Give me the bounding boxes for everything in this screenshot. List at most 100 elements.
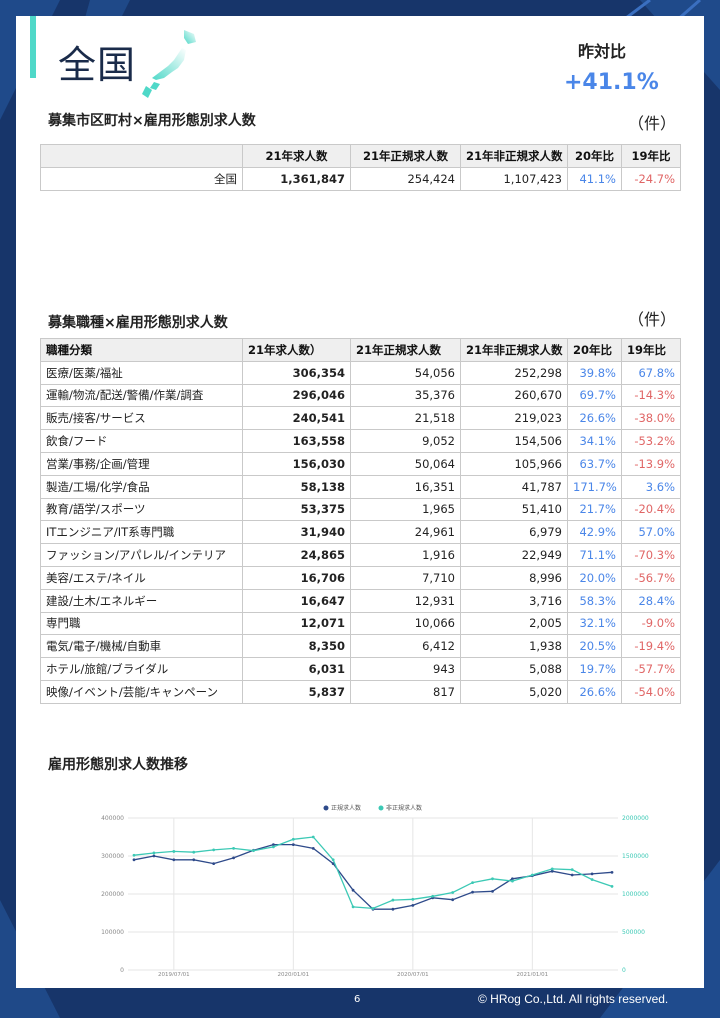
vs20-ratio: 39.8% <box>567 360 622 385</box>
y-left-tick-label: 0 <box>120 967 124 974</box>
regular-count: 943 <box>350 657 461 681</box>
table-row: 電気/電子/機械/自動車 8,350 6,412 1,938 20.5% -19.4% <box>40 634 681 659</box>
regular-count: 7,710 <box>350 565 461 590</box>
y-right-tick-label: 500000 <box>622 929 645 936</box>
region-name: 全国 <box>40 166 243 191</box>
vs20-ratio: 19.7% <box>567 657 622 681</box>
vs19-ratio: -53.2% <box>621 429 681 453</box>
data-point <box>291 837 295 841</box>
y-right-tick-label: 1500000 <box>622 853 649 860</box>
data-point <box>411 904 415 907</box>
nonregular-count: 5,020 <box>460 679 568 704</box>
yoy-label: 昨対比 <box>578 42 627 61</box>
vs19-ratio: -20.4% <box>621 497 681 522</box>
vs19-ratio: 3.6% <box>621 474 681 499</box>
data-point <box>491 877 494 881</box>
total-count: 240,541 <box>242 406 351 431</box>
data-point <box>550 869 554 873</box>
total-count: 53,375 <box>242 497 351 522</box>
vs19-ratio: 67.8% <box>621 360 681 385</box>
data-point <box>590 878 594 881</box>
x-tick-label: 2020/01/01 <box>277 972 309 976</box>
total-count: 296,046 <box>242 383 351 408</box>
total-count: 16,647 <box>242 588 351 613</box>
regular-count: 1,916 <box>350 543 461 567</box>
header-cell: 20年比 <box>567 338 622 362</box>
occupation-name: 販売/接客/サービス <box>40 406 243 431</box>
data-point <box>172 850 176 853</box>
occupation-name: ホテル/旅館/ブライダル <box>40 657 243 681</box>
table-row: 飲食/フード 163,558 9,052 154,506 34.1% -53.2% <box>40 429 681 453</box>
nonregular-count: 219,023 <box>460 406 568 431</box>
data-point <box>511 879 514 883</box>
data-point <box>411 897 415 901</box>
data-point <box>590 872 594 876</box>
regular-count: 1,965 <box>350 497 461 522</box>
unit-label: （件） <box>628 310 677 329</box>
data-point <box>491 889 494 893</box>
y-right-tick-label: 1000000 <box>622 891 649 898</box>
data-point <box>331 858 335 862</box>
nonregular-count: 1,938 <box>460 634 568 659</box>
y-left-tick-label: 100000 <box>101 929 124 936</box>
y-right-tick-label: 0 <box>622 967 626 974</box>
regular-count: 35,376 <box>350 383 461 408</box>
regular-count: 6,412 <box>350 634 461 659</box>
section-title-occupation: 募集職種×雇用形態別求人数 <box>48 315 228 331</box>
vs20-ratio: 41.1% <box>567 166 622 191</box>
data-point <box>192 858 196 862</box>
nonregular-count: 252,298 <box>460 360 568 385</box>
data-point <box>212 862 216 865</box>
yoy-value: +41.1% <box>564 70 659 95</box>
section-title-trend: 雇用形態別求人数推移 <box>48 757 188 773</box>
vs19-ratio: -70.3% <box>621 543 681 567</box>
total-count: 5,837 <box>242 679 351 704</box>
section-title-region: 募集市区町村×雇用形態別求人数 <box>48 113 256 129</box>
nonregular-count: 5,088 <box>460 657 568 681</box>
data-point <box>132 853 136 857</box>
table-row: 医療/医薬/福祉 306,354 54,056 252,298 39.8% 67.8% <box>40 360 681 385</box>
total-count: 16,706 <box>242 565 351 590</box>
regular-count: 54,056 <box>350 360 461 385</box>
report-page: 全国 昨対比 +41.1% 募集市区町村×雇用形態別求人数 （件） 21年求人数… <box>16 16 704 988</box>
data-point <box>232 856 235 860</box>
occupation-name: 運輸/物流/配送/警備/作業/調査 <box>40 383 243 408</box>
occupation-name: 教育/語学/スポーツ <box>40 497 243 522</box>
nonregular-count: 154,506 <box>460 429 568 453</box>
data-point <box>391 907 395 911</box>
data-point <box>192 850 196 854</box>
occupation-name: 映像/イベント/芸能/キャンペーン <box>40 679 243 704</box>
data-point <box>471 890 474 894</box>
vs19-ratio: 57.0% <box>621 520 681 545</box>
vs20-ratio: 171.7% <box>567 474 622 499</box>
vs20-ratio: 26.6% <box>567 679 622 704</box>
vs20-ratio: 69.7% <box>567 383 622 408</box>
data-point <box>212 848 216 852</box>
data-point <box>232 847 235 850</box>
legend-label: 正規求人数 <box>331 804 361 812</box>
table-row: ITエンジニア/IT系専門職 31,940 24,961 6,979 42.9% 57.0… <box>40 520 681 545</box>
series-line-nonregular <box>133 836 613 910</box>
data-point <box>291 843 295 846</box>
data-point <box>132 858 136 862</box>
data-point <box>451 891 455 894</box>
header-cell: 21年非正規求人数 <box>460 144 568 168</box>
x-tick-label: 2021/01/01 <box>516 972 548 976</box>
vs20-ratio: 71.1% <box>567 543 622 567</box>
total-count: 12,071 <box>242 611 351 636</box>
y-left-tick-label: 300000 <box>101 853 124 860</box>
y-left-tick-label: 400000 <box>101 815 124 822</box>
region-table: 21年求人数 21年正規求人数 21年非正規求人数 20年比 19年比 全国 1… <box>40 144 681 191</box>
total-count: 31,940 <box>242 520 351 545</box>
data-point <box>311 835 315 839</box>
table-header-row: 職種分類 21年求人数） 21年正規求人数 21年非正規求人数 20年比 19年… <box>40 338 681 362</box>
y-left-tick-label: 200000 <box>101 891 124 898</box>
data-point <box>272 843 275 846</box>
nonregular-count: 3,716 <box>460 588 568 613</box>
vs19-ratio: -14.3% <box>621 383 681 408</box>
data-point <box>570 873 574 877</box>
total-count: 6,031 <box>242 657 351 681</box>
header-cell: 職種分類 <box>40 338 243 362</box>
regular-count: 9,052 <box>350 429 461 453</box>
occupation-name: 医療/医薬/福祉 <box>40 360 243 385</box>
